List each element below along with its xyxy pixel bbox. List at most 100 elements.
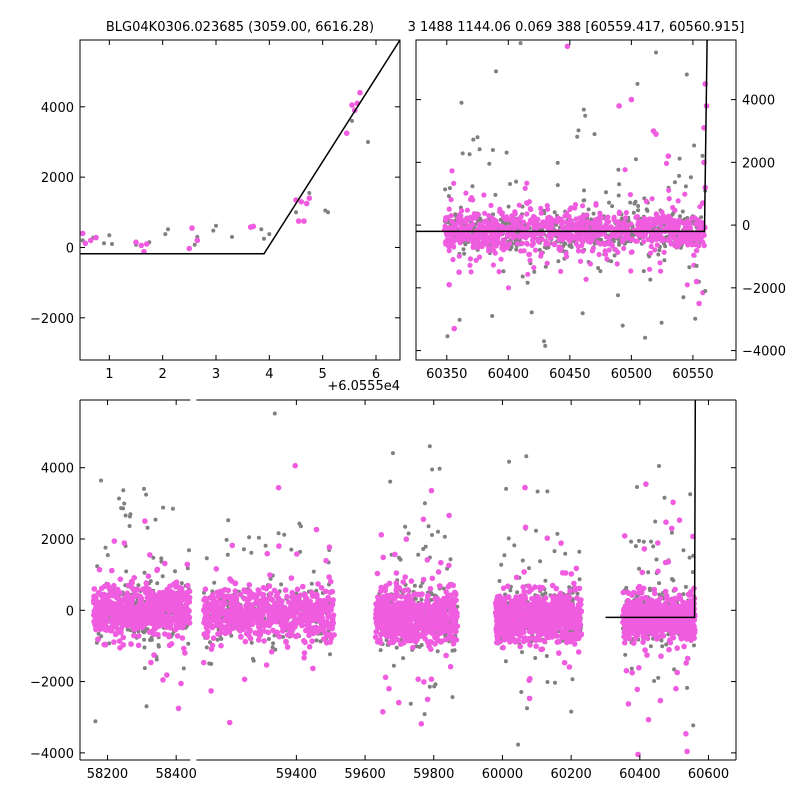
data-point — [516, 742, 521, 747]
data-point — [227, 607, 233, 613]
data-point — [135, 642, 142, 649]
data-point — [138, 621, 144, 628]
data-point — [551, 241, 558, 247]
data-point — [499, 210, 505, 216]
data-point — [647, 266, 653, 272]
data-point — [450, 624, 457, 630]
data-point — [213, 616, 219, 623]
data-point — [490, 314, 495, 318]
data-point — [121, 597, 128, 604]
data-point — [420, 612, 427, 618]
data-point — [255, 631, 262, 637]
data-point — [452, 628, 459, 635]
data-point — [304, 618, 311, 625]
data-point — [284, 593, 290, 600]
data-point — [306, 644, 313, 650]
data-point — [566, 236, 572, 242]
data-point — [389, 630, 396, 637]
data-point — [557, 247, 563, 253]
data-point — [273, 629, 279, 636]
data-point — [172, 626, 179, 633]
data-point — [660, 213, 666, 219]
data-point — [310, 665, 316, 672]
x-tick-label: 60550 — [672, 367, 713, 382]
data-point — [403, 536, 410, 542]
data-point — [426, 524, 431, 529]
data-point — [603, 234, 609, 240]
data-point — [501, 247, 507, 253]
data-point — [186, 245, 193, 252]
data-point — [302, 594, 309, 601]
data-point — [163, 232, 168, 237]
data-point — [540, 592, 545, 597]
data-point — [700, 153, 705, 158]
plot-area — [80, 40, 400, 255]
data-point — [404, 609, 411, 615]
data-point — [538, 210, 544, 216]
data-point — [130, 623, 137, 629]
data-point — [273, 613, 280, 620]
data-point — [436, 625, 443, 632]
data-point — [378, 532, 385, 538]
data-point — [128, 578, 135, 585]
data-point — [105, 581, 111, 588]
data-point — [589, 248, 596, 254]
data-point — [192, 242, 197, 247]
data-point — [641, 215, 648, 222]
data-point — [150, 591, 157, 597]
data-point — [524, 180, 530, 186]
data-point — [393, 580, 400, 586]
data-point — [284, 644, 291, 650]
data-point — [241, 547, 246, 552]
x-tick-label: 4 — [265, 367, 273, 382]
data-point — [493, 192, 498, 197]
data-point — [150, 599, 156, 605]
data-point — [151, 624, 158, 631]
data-point — [259, 227, 264, 232]
data-point — [616, 293, 620, 298]
data-point — [402, 574, 409, 580]
data-point — [482, 235, 488, 241]
data-point — [437, 583, 443, 589]
data-point — [533, 224, 539, 230]
data-point — [490, 240, 496, 246]
data-point — [404, 633, 410, 639]
data-point — [543, 578, 548, 583]
data-point — [587, 261, 594, 267]
data-point — [452, 648, 457, 653]
data-point — [184, 582, 191, 589]
data-point — [539, 236, 545, 242]
data-point — [442, 534, 447, 539]
data-point — [280, 621, 287, 627]
data-point — [471, 211, 477, 217]
data-point — [227, 576, 233, 582]
title-right: 3 1488 1144.06 0.069 388 [60559.417, 605… — [408, 20, 745, 35]
data-point — [155, 592, 162, 599]
data-point — [246, 582, 253, 588]
data-point — [357, 89, 363, 96]
data-point — [648, 243, 654, 250]
data-point — [418, 721, 425, 727]
data-point — [242, 588, 248, 595]
data-point — [159, 617, 165, 624]
data-point — [385, 633, 391, 640]
data-point — [570, 677, 575, 682]
data-point — [545, 215, 551, 221]
data-point — [552, 210, 557, 215]
data-point — [264, 550, 271, 557]
data-point — [667, 238, 673, 244]
data-point — [128, 641, 134, 647]
data-point — [469, 216, 475, 222]
data-point — [577, 258, 584, 264]
data-point — [389, 639, 396, 646]
data-point — [468, 269, 474, 275]
data-point — [543, 241, 549, 247]
y-tick-label: −2000 — [30, 312, 74, 327]
data-point — [453, 597, 459, 603]
data-point — [128, 512, 133, 517]
data-point — [460, 151, 465, 156]
data-point — [221, 610, 228, 617]
data-point — [156, 609, 163, 616]
data-point — [586, 207, 591, 212]
